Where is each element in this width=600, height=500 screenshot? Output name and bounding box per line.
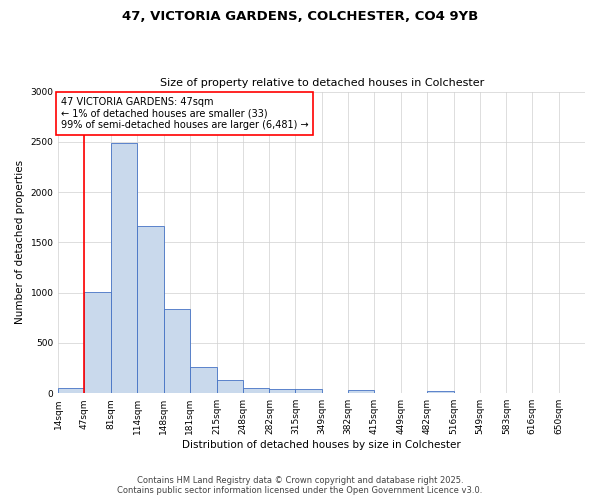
Bar bbox=[190, 366, 217, 393]
Title: Size of property relative to detached houses in Colchester: Size of property relative to detached ho… bbox=[160, 78, 484, 88]
Text: 47, VICTORIA GARDENS, COLCHESTER, CO4 9YB: 47, VICTORIA GARDENS, COLCHESTER, CO4 9Y… bbox=[122, 10, 478, 23]
Bar bbox=[85, 292, 111, 393]
X-axis label: Distribution of detached houses by size in Colchester: Distribution of detached houses by size … bbox=[182, 440, 461, 450]
Bar bbox=[137, 226, 164, 393]
Bar bbox=[295, 389, 322, 393]
Text: 47 VICTORIA GARDENS: 47sqm
← 1% of detached houses are smaller (33)
99% of semi-: 47 VICTORIA GARDENS: 47sqm ← 1% of detac… bbox=[61, 96, 308, 130]
Bar bbox=[427, 390, 454, 393]
Bar bbox=[242, 388, 269, 393]
Text: Contains HM Land Registry data © Crown copyright and database right 2025.
Contai: Contains HM Land Registry data © Crown c… bbox=[118, 476, 482, 495]
Bar bbox=[58, 388, 85, 393]
Bar bbox=[111, 143, 137, 393]
Bar bbox=[164, 308, 190, 393]
Bar bbox=[269, 389, 295, 393]
Bar bbox=[217, 380, 242, 393]
Y-axis label: Number of detached properties: Number of detached properties bbox=[15, 160, 25, 324]
Bar bbox=[348, 390, 374, 393]
